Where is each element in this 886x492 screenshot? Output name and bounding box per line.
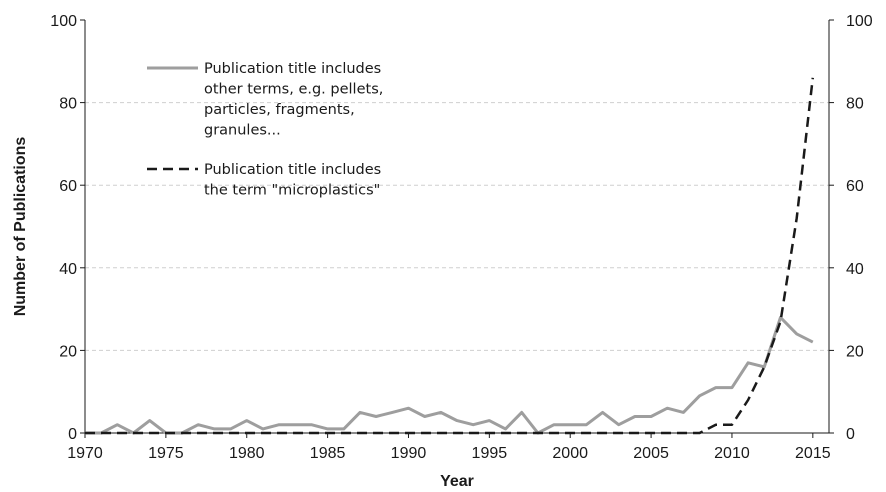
y2-axis-ticks: 0 20 40 60 80 100: [829, 13, 873, 443]
legend-label-1: particles, fragments,: [204, 102, 355, 118]
y-tick-label: 60: [59, 178, 77, 195]
y-tick-label: 80: [59, 96, 77, 113]
x-tick-label: 1985: [310, 445, 346, 462]
y-axis-ticks: 0 20 40 60 80 100: [50, 13, 85, 443]
series-lines: [85, 77, 815, 435]
x-tick-label: 1980: [229, 445, 265, 462]
y2-tick-label: 100: [846, 13, 873, 30]
legend-label-1: granules...: [204, 123, 281, 139]
x-tick-label: 1975: [148, 445, 184, 462]
legend-label-2: the term "microplastics": [204, 183, 380, 199]
x-tick-label: 1990: [391, 445, 427, 462]
y-tick-label: 20: [59, 343, 77, 360]
gridlines: [85, 102, 829, 351]
y-tick-label: 100: [50, 13, 77, 30]
x-tick-label: 2015: [795, 445, 831, 462]
legend: Publication title includes other terms, e…: [147, 61, 383, 199]
x-axis-ticks: 1970 1975 1980 1985 1990 1995 2000 2005 2010 2015: [67, 433, 831, 462]
y2-tick-label: 80: [846, 96, 864, 113]
y-tick-label: 0: [68, 426, 77, 443]
legend-label-1: other terms, e.g. pellets,: [204, 82, 383, 98]
y-tick-label: 40: [59, 261, 77, 278]
x-tick-label: 2005: [633, 445, 669, 462]
legend-label-1: Publication title includes: [204, 61, 381, 77]
series-line-2: [85, 77, 815, 435]
axes: [84, 20, 830, 434]
x-axis-label: Year: [440, 473, 474, 490]
x-tick-label: 1970: [67, 445, 103, 462]
x-tick-label: 2000: [552, 445, 588, 462]
y-axis-label: Number of Publications: [12, 137, 29, 317]
y2-tick-label: 60: [846, 178, 864, 195]
y2-tick-label: 20: [846, 343, 864, 360]
y2-tick-label: 40: [846, 261, 864, 278]
x-tick-label: 1995: [472, 445, 508, 462]
y2-tick-label: 0: [846, 426, 855, 443]
x-tick-label: 2010: [714, 445, 750, 462]
series-line-1: [85, 315, 814, 435]
legend-label-2: Publication title includes: [204, 162, 381, 178]
